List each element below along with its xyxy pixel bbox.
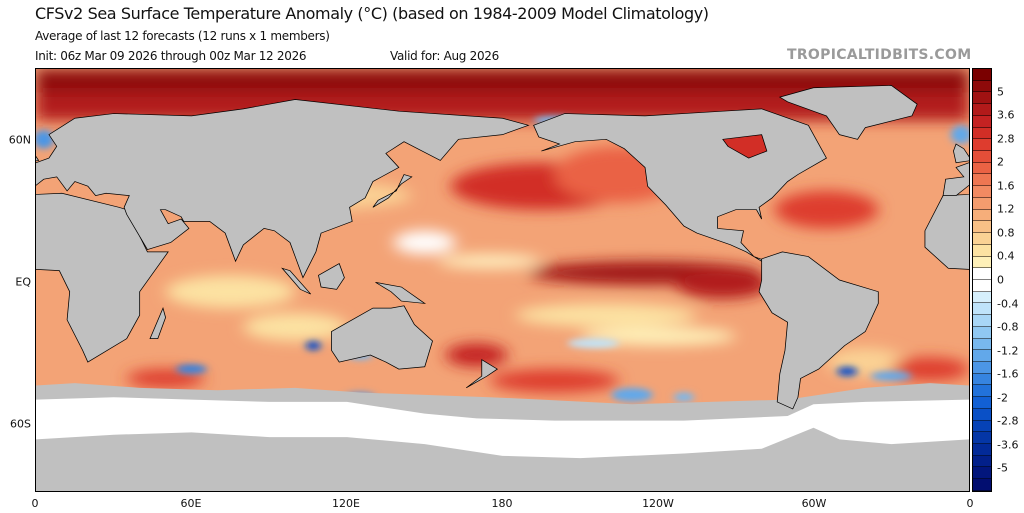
colorbar-band [973, 244, 991, 257]
colorbar-band [973, 115, 991, 128]
lat-label-60n: 60N [8, 133, 31, 147]
watermark: TROPICALTIDBITS.COM [787, 47, 972, 63]
colorbar-label: 2.8 [997, 132, 1015, 146]
colorbar-label: 2 [997, 155, 1004, 169]
colorbar-band [973, 209, 991, 222]
colorbar [972, 68, 992, 492]
map-title: CFSv2 Sea Surface Temperature Anomaly (°… [35, 4, 709, 23]
eurasia [942, 162, 969, 196]
japan [372, 174, 413, 208]
colorbar-band [973, 104, 991, 116]
colorbar-label: -5 [997, 461, 1008, 475]
lon-label-120e: 120E [332, 497, 360, 510]
colorbar-band [973, 151, 991, 163]
land [36, 85, 969, 410]
colorbar-label: 0.4 [997, 249, 1015, 263]
britain [953, 143, 969, 164]
valid-time: Valid for: Aug 2026 [390, 49, 499, 63]
lat-label-eq: EQ [15, 275, 31, 289]
sumatra [281, 267, 312, 295]
new-guinea [375, 281, 427, 304]
lon-label-180: 180 [491, 497, 513, 510]
colorbar-label: 5 [997, 85, 1004, 99]
borneo [318, 263, 345, 290]
new-zealand [465, 359, 498, 389]
colorbar-label: 1.2 [997, 202, 1015, 216]
colorbar-band [973, 432, 991, 444]
south-america [758, 251, 879, 410]
colorbar-label: 3.6 [997, 108, 1015, 122]
colorbar-band [973, 139, 991, 152]
colorbar-label: -3.6 [997, 438, 1019, 452]
anomaly-field [36, 69, 969, 393]
colorbar-label: 0 [997, 273, 1004, 287]
greenland [778, 85, 918, 140]
colorbar-band [973, 69, 991, 81]
colorbar-band [973, 408, 991, 421]
colorbar-band [973, 80, 991, 93]
colorbar-band [973, 326, 991, 339]
colorbar-label: -0.8 [997, 320, 1019, 334]
colorbar-label: -0.4 [997, 297, 1019, 311]
map-canvas [36, 69, 969, 491]
antarctic-ice [36, 383, 969, 491]
lon-label-60w: 60W [801, 497, 827, 510]
colorbar-band [973, 455, 991, 468]
colorbar-band [973, 279, 991, 292]
colorbar-label: 0.8 [997, 226, 1015, 240]
colorbar-band [973, 385, 991, 398]
colorbar-label: -2 [997, 391, 1008, 405]
colorbar-label: 1.6 [997, 179, 1015, 193]
colorbar-label: -1.6 [997, 367, 1019, 381]
colorbar-band [973, 268, 991, 280]
colorbar-band [973, 186, 991, 198]
colorbar-band [973, 467, 991, 480]
colorbar-band [973, 174, 991, 187]
colorbar-band [973, 479, 991, 491]
colorbar-label: -1.2 [997, 344, 1019, 358]
sst-anomaly-map [35, 68, 970, 492]
colorbar-band [973, 256, 991, 269]
colorbar-band [973, 373, 991, 386]
colorbar-band [973, 92, 991, 105]
australia [331, 305, 433, 370]
colorbar-band [973, 127, 991, 140]
colorbar-label: -2.8 [997, 414, 1019, 428]
colorbar-band [973, 361, 991, 374]
colorbar-band [973, 303, 991, 316]
colorbar-band [973, 291, 991, 304]
colorbar-band [973, 162, 991, 175]
init-time: Init: 06z Mar 09 2026 through 00z Mar 12… [35, 49, 307, 63]
africa [924, 194, 969, 270]
colorbar-band [973, 315, 991, 327]
hudson-bay [722, 134, 768, 159]
colorbar-band [973, 444, 991, 456]
lon-label-0-east: 0 [966, 497, 974, 510]
colorbar-band [973, 397, 991, 409]
colorbar-band [973, 338, 991, 351]
colorbar-band [973, 221, 991, 234]
lat-label-60s: 60S [10, 417, 31, 431]
lon-label-60e: 60E [180, 497, 202, 510]
colorbar-band [973, 350, 991, 362]
lon-label-120w: 120W [642, 497, 674, 510]
colorbar-band [973, 197, 991, 210]
lon-label-0: 0 [31, 497, 39, 510]
map-subtitle: Average of last 12 forecasts (12 runs x … [35, 29, 330, 43]
colorbar-band [973, 420, 991, 433]
colorbar-band [973, 233, 991, 245]
